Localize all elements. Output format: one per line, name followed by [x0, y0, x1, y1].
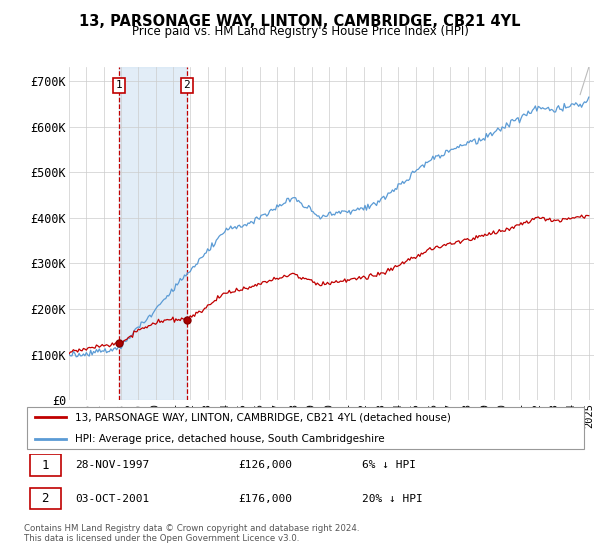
Text: £126,000: £126,000	[238, 460, 292, 470]
FancyBboxPatch shape	[29, 488, 61, 510]
Text: Contains HM Land Registry data © Crown copyright and database right 2024.
This d: Contains HM Land Registry data © Crown c…	[24, 524, 359, 543]
Text: 6% ↓ HPI: 6% ↓ HPI	[362, 460, 416, 470]
Text: 2: 2	[41, 492, 49, 505]
Text: 13, PARSONAGE WAY, LINTON, CAMBRIDGE, CB21 4YL (detached house): 13, PARSONAGE WAY, LINTON, CAMBRIDGE, CB…	[75, 412, 451, 422]
Text: 13, PARSONAGE WAY, LINTON, CAMBRIDGE, CB21 4YL: 13, PARSONAGE WAY, LINTON, CAMBRIDGE, CB…	[79, 14, 521, 29]
Text: Price paid vs. HM Land Registry's House Price Index (HPI): Price paid vs. HM Land Registry's House …	[131, 25, 469, 38]
Text: 03-OCT-2001: 03-OCT-2001	[75, 493, 149, 503]
Text: £176,000: £176,000	[238, 493, 292, 503]
Text: 28-NOV-1997: 28-NOV-1997	[75, 460, 149, 470]
Text: 2: 2	[184, 81, 190, 91]
Text: 1: 1	[41, 459, 49, 472]
Bar	[119, 67, 187, 400]
Text: 20% ↓ HPI: 20% ↓ HPI	[362, 493, 423, 503]
Text: HPI: Average price, detached house, South Cambridgeshire: HPI: Average price, detached house, Sout…	[75, 435, 385, 444]
FancyBboxPatch shape	[27, 407, 584, 449]
Text: 1: 1	[116, 81, 122, 91]
FancyBboxPatch shape	[29, 454, 61, 476]
